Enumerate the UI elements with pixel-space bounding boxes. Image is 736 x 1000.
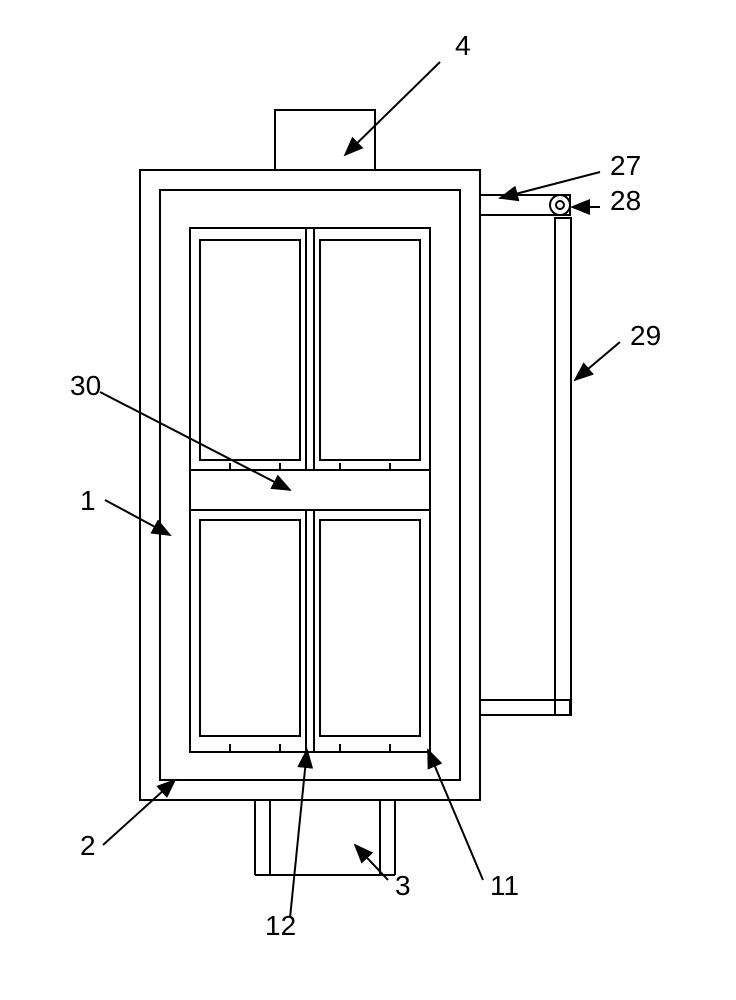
callout-label-2: 2: [80, 830, 96, 861]
callout-label-12: 12: [265, 910, 296, 941]
callout-label-29: 29: [630, 320, 661, 351]
callout-label-1: 1: [80, 485, 96, 516]
callout-label-27: 27: [610, 150, 641, 181]
callout-label-4: 4: [455, 30, 471, 61]
callout-label-3: 3: [395, 870, 411, 901]
callout-label-30: 30: [70, 370, 101, 401]
callout-label-28: 28: [610, 185, 641, 216]
diagram-shapes: [140, 110, 571, 875]
callout-label-11: 11: [490, 870, 519, 901]
technical-diagram: 4272829301211123: [0, 0, 736, 1000]
callout-labels: 4272829301211123: [70, 30, 661, 941]
